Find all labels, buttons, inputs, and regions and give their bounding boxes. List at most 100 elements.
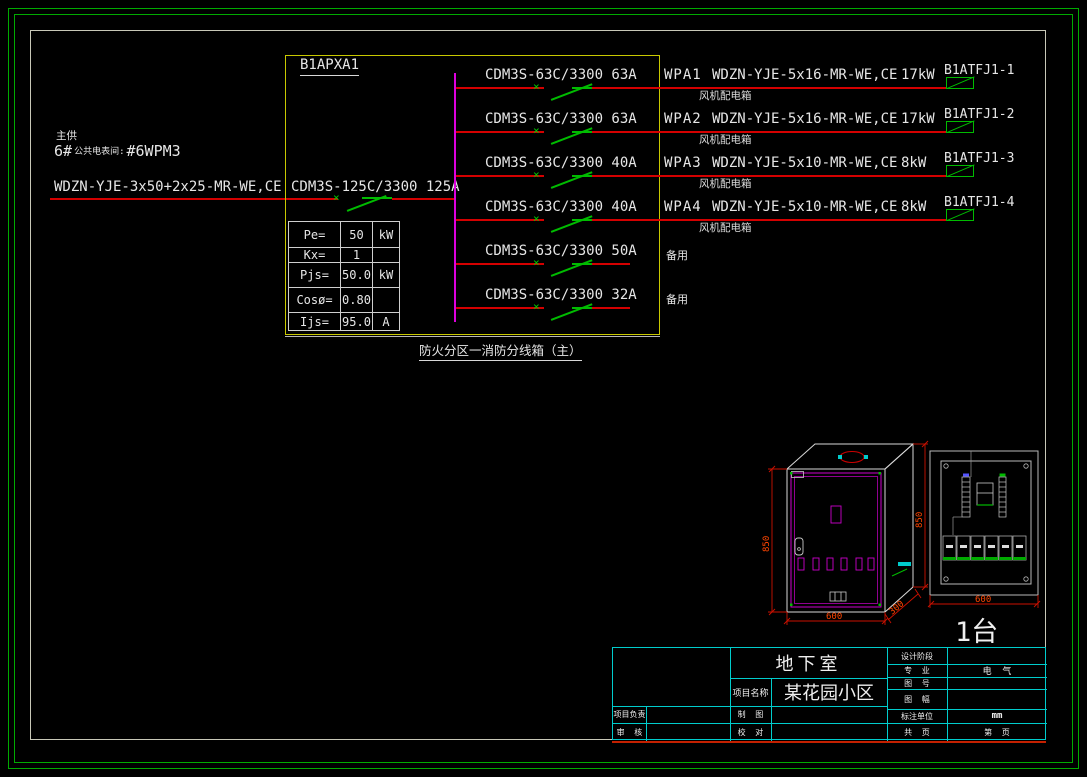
branch-line (456, 131, 544, 133)
param-label: Cosø= (289, 288, 341, 313)
frame-bottom-red-line (612, 741, 1046, 743)
cabinet-door (790, 472, 882, 608)
panel-wires (952, 451, 972, 535)
param-value: 1 (341, 248, 373, 263)
busbar (454, 73, 456, 322)
cabinet-front-face (786, 468, 886, 613)
panel-bottom-white-line (285, 336, 660, 337)
door-label-icon (830, 505, 842, 524)
table-row: Ijs= 95.0 A (289, 313, 399, 330)
discipline-value: 电 气 (982, 667, 1012, 677)
branch-power-label: 17kW (901, 67, 935, 83)
meter-prefix: 6# (54, 142, 73, 160)
design-stage-label: 设计阶段 (901, 651, 933, 661)
branch-cable-label: WDZN-YJE-5x16-MR-WE,CE (712, 67, 898, 83)
branch-power-label: 8kW (901, 199, 927, 215)
ring-anchor-icon (838, 455, 842, 459)
sheet-frame (30, 30, 1046, 740)
internal-layout-view (929, 450, 1039, 596)
breaker-segment (572, 87, 594, 89)
cabinet-side-face (884, 442, 914, 614)
ring-anchor-icon (864, 455, 868, 459)
main-feeder-line-2 (392, 198, 456, 200)
branch-line (456, 263, 544, 265)
door-handle-icon (794, 537, 804, 556)
dim-panel-width: 600 (975, 595, 991, 605)
branch-breaker-label: CDM3S-63C/3300 63A (485, 67, 637, 83)
distribution-box-icon (946, 208, 975, 221)
branch-breaker-label: CDM3S-63C/3300 40A (485, 155, 637, 171)
branch-line (592, 307, 630, 309)
grid-line (730, 648, 731, 741)
cabinet-top-face (785, 443, 915, 470)
branch-line (456, 87, 544, 89)
page-no-value: 第 页 (984, 727, 1010, 737)
branch-breaker-label: CDM3S-63C/3300 63A (485, 111, 637, 127)
project-lead-label: 项目负责 (613, 710, 646, 719)
side-ground-mark (891, 568, 908, 577)
branch-breaker-label: CDM3S-63C/3300 40A (485, 199, 637, 215)
cabinet-dimensions (768, 440, 929, 625)
branch-spare-label: 备用 (666, 249, 688, 262)
panel-dimension (927, 595, 1041, 608)
branch-load-label: 风机配电箱 (699, 178, 752, 190)
branch-breaker-label: CDM3S-63C/3300 50A (485, 243, 637, 259)
branch-spare-label: 备用 (666, 293, 688, 306)
branch-line (592, 87, 946, 89)
dim-unit-value: mm (991, 711, 1003, 721)
dim-width: 600 (826, 612, 842, 622)
main-breaker-segment (362, 197, 392, 199)
param-unit (373, 248, 399, 263)
param-label: Pjs= (289, 263, 341, 288)
meter-id: #6WPM3 (126, 142, 181, 160)
param-unit (373, 288, 399, 313)
project-name-value: 某花园小区 (784, 683, 874, 704)
grid-line (947, 648, 948, 741)
dim-height-right: 850 (915, 512, 925, 528)
drafter-label: 制 图 (737, 710, 764, 719)
bottom-vent-plate (829, 591, 847, 602)
branch-target-label: B1ATFJ1-1 (944, 63, 1015, 78)
corner-marks (790, 472, 881, 606)
grid-line (887, 677, 1047, 678)
dim-height-left: 850 (762, 536, 772, 552)
branch-power-label: 17kW (901, 111, 935, 127)
branch-load-label: 风机配电箱 (699, 90, 752, 102)
table-row: Pe= 50 kW (289, 222, 399, 248)
param-label: Ijs= (289, 313, 341, 330)
distribution-box-icon (946, 76, 975, 89)
breaker-modules (942, 535, 1027, 561)
feeder-cable-label: WDZN-YJE-3x50+2x25-MR-WE,CE (54, 179, 282, 195)
branch-line (592, 175, 946, 177)
meter-room: 公共电表间: (74, 146, 125, 157)
feeder-meter-line: 6# 公共电表间: #6WPM3 (54, 143, 181, 160)
main-breaker-label: CDM3S-125C/3300 125A (291, 179, 460, 195)
side-latch-icon (898, 562, 911, 566)
outer-frame (8, 8, 1079, 769)
lifting-ring-icon (839, 451, 865, 463)
cabinet-detail-drawing: 850 850 600 300 (762, 440, 1041, 648)
grid-line (887, 664, 1047, 665)
strip-mark-blue (963, 473, 969, 477)
dim-depth: 300 (888, 599, 907, 617)
terminal-strips (961, 476, 1007, 518)
grid-line (730, 678, 888, 679)
strip-mark-green (999, 473, 1006, 477)
table-row: Kx= 1 (289, 248, 399, 263)
param-unit: A (382, 314, 390, 329)
checker-label: 校 对 (737, 727, 764, 737)
branch-target-label: B1ATFJ1-4 (944, 195, 1015, 210)
branch-cable-label: WDZN-YJE-5x10-MR-WE,CE (712, 199, 898, 215)
branch-cable-label: WDZN-YJE-5x16-MR-WE,CE (712, 111, 898, 127)
discipline-label: 专 业 (904, 666, 930, 675)
branch-circuit-id: WPA1 (664, 67, 702, 83)
branch-cable-label: WDZN-YJE-5x10-MR-WE,CE (712, 155, 898, 171)
grid-line (887, 689, 1047, 690)
branch-line (592, 131, 946, 133)
drawing-no-label: 图 号 (904, 678, 930, 688)
branch-target-label: B1ATFJ1-2 (944, 107, 1015, 122)
reviewer-label: 审 核 (616, 727, 643, 737)
branch-load-label: 风机配电箱 (699, 134, 752, 146)
grid-line (887, 709, 1047, 710)
